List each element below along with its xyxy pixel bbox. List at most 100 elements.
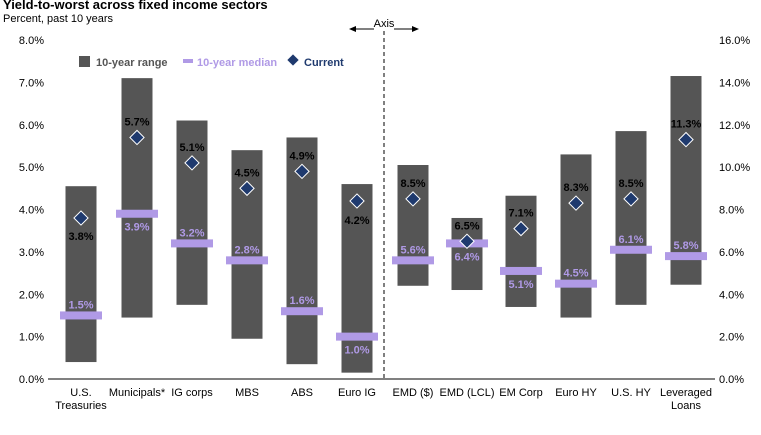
median-marker: [226, 256, 268, 265]
current-marker: [294, 163, 310, 180]
right-axis-ticks: 0.0% 2.0% 4.0% 6.0% 8.0% 10.0% 12.0% 14.0% 16.0%: [719, 35, 750, 386]
category-label: Euro IG: [338, 387, 376, 399]
legend: 10-year range 10-year median Current: [79, 54, 344, 69]
current-marker: [239, 180, 255, 197]
legend-median-label: 10-year median: [197, 57, 277, 69]
left-axis-ticks: 0.0% 1.0% 2.0% 3.0% 4.0% 5.0% 6.0% 7.0% 8.0%: [19, 35, 44, 386]
median-value-label: 1.0%: [344, 345, 369, 357]
current-marker: [73, 210, 89, 226]
median-value-label: 5.6%: [400, 244, 425, 256]
bars: 3.8% 1.5% 5.7% 3.9% 5.1% 3.2% 4.5% 2.8% 4.9% 1.6%…: [60, 76, 707, 373]
right-tick-label: 14.0%: [719, 77, 750, 89]
right-tick-label: 6.0%: [719, 247, 744, 259]
left-tick-label: 2.0%: [19, 289, 44, 301]
current-marker: [459, 233, 475, 250]
category-label: Leveraged: [660, 387, 712, 399]
range-bar: [176, 120, 208, 305]
left-tick-label: 4.0%: [19, 205, 44, 217]
current-value-label: 8.5%: [400, 178, 425, 190]
category-label: U.S.: [70, 387, 91, 399]
current-value-label: 4.2%: [344, 215, 369, 227]
category-label: EM Corp: [499, 387, 542, 399]
current-value-label: 7.1%: [508, 208, 533, 220]
current-value-label: 3.8%: [68, 231, 93, 243]
left-tick-label: 5.0%: [19, 162, 44, 174]
range-bar: [615, 131, 647, 305]
current-value-label: 11.3%: [671, 119, 702, 131]
range-bar: [505, 195, 537, 307]
right-tick-label: 2.0%: [719, 332, 744, 344]
median-value-label: 1.5%: [68, 299, 93, 311]
left-tick-label: 0.0%: [19, 374, 44, 386]
median-marker: [665, 252, 707, 261]
median-value-label: 4.5%: [563, 268, 588, 280]
category-label: IG corps: [171, 387, 213, 399]
range-bar: [670, 76, 702, 285]
median-value-label: 6.1%: [618, 234, 643, 246]
median-marker: [610, 245, 652, 254]
median-value-label: 5.1%: [508, 279, 533, 291]
current-marker: [129, 129, 145, 146]
left-tick-label: 1.0%: [19, 332, 44, 344]
current-value-label: 5.7%: [124, 116, 149, 128]
right-tick-label: 4.0%: [719, 289, 744, 301]
median-value-label: 5.8%: [673, 240, 698, 252]
current-marker: [623, 191, 639, 207]
range-bar: [451, 217, 483, 291]
right-tick-label: 8.0%: [719, 205, 744, 217]
range-bar: [397, 165, 429, 286]
right-tick-label: 0.0%: [719, 374, 744, 386]
median-marker: [555, 279, 597, 288]
category-label-line2: Treasuries: [55, 400, 107, 412]
median-marker: [336, 332, 378, 341]
median-value-label: 2.8%: [234, 244, 259, 256]
left-tick-label: 8.0%: [19, 35, 44, 47]
current-marker: [568, 195, 584, 211]
median-value-label: 3.2%: [179, 227, 204, 239]
current-value-label: 8.3%: [563, 182, 588, 194]
current-value-label: 5.1%: [179, 142, 204, 154]
range-bar: [121, 78, 153, 318]
legend-current-label: Current: [304, 57, 344, 69]
median-marker: [171, 239, 213, 248]
median-value-label: 6.4%: [454, 251, 479, 263]
current-value-label: 4.9%: [289, 150, 314, 162]
median-marker: [281, 307, 323, 316]
legend-range-label: 10-year range: [96, 57, 168, 69]
category-label: EMD (LCL): [439, 387, 494, 399]
right-tick-label: 10.0%: [719, 162, 750, 174]
arrow-left-head: [349, 26, 356, 32]
legend-range-swatch: [79, 56, 90, 67]
category-label: U.S. HY: [611, 387, 651, 399]
axis-divider-label: Axis: [374, 18, 395, 30]
legend-current-swatch: [287, 54, 299, 66]
right-tick-label: 16.0%: [719, 35, 750, 47]
category-label: ABS: [291, 387, 313, 399]
current-marker: [184, 155, 200, 171]
left-tick-label: 7.0%: [19, 77, 44, 89]
legend-median-swatch: [183, 59, 193, 63]
median-marker: [392, 256, 434, 265]
median-value-label: 3.9%: [124, 222, 149, 234]
current-marker: [513, 220, 529, 237]
category-label: Municipals*: [109, 387, 166, 399]
current-marker: [349, 193, 365, 209]
median-value-label: 1.6%: [289, 295, 314, 307]
category-label: Euro HY: [555, 387, 597, 399]
right-tick-label: 12.0%: [719, 120, 750, 132]
arrow-right-head: [412, 26, 419, 32]
chart-title: Yield-to-worst across fixed income secto…: [3, 0, 268, 12]
current-value-label: 4.5%: [234, 167, 259, 179]
current-value-label: 8.5%: [618, 178, 643, 190]
left-tick-label: 3.0%: [19, 247, 44, 259]
chart-subtitle: Percent, past 10 years: [3, 13, 114, 25]
category-label: MBS: [235, 387, 259, 399]
current-value-label: 6.5%: [454, 220, 479, 232]
median-marker: [60, 311, 102, 320]
range-bar: [341, 184, 373, 373]
current-marker: [678, 131, 694, 148]
current-marker: [405, 191, 421, 207]
category-label: EMD ($): [393, 387, 434, 399]
